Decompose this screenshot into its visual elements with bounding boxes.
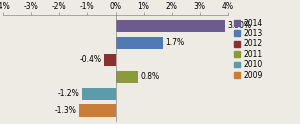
Bar (116, 71, 138, 83)
Bar (116, 20, 225, 32)
Text: -1.3%: -1.3% (55, 106, 77, 115)
Text: 0.8%: 0.8% (140, 72, 159, 81)
Text: 1.7%: 1.7% (166, 38, 185, 47)
Text: -0.4%: -0.4% (80, 55, 102, 64)
Legend: 2014, 2013, 2012, 2011, 2010, 2009: 2014, 2013, 2012, 2011, 2010, 2009 (234, 19, 262, 80)
Bar (116, 37, 163, 49)
Bar (82, 88, 116, 100)
Bar (79, 104, 116, 117)
Bar (104, 54, 116, 66)
Text: -1.2%: -1.2% (58, 89, 80, 98)
Text: 3.90%: 3.90% (227, 21, 252, 30)
